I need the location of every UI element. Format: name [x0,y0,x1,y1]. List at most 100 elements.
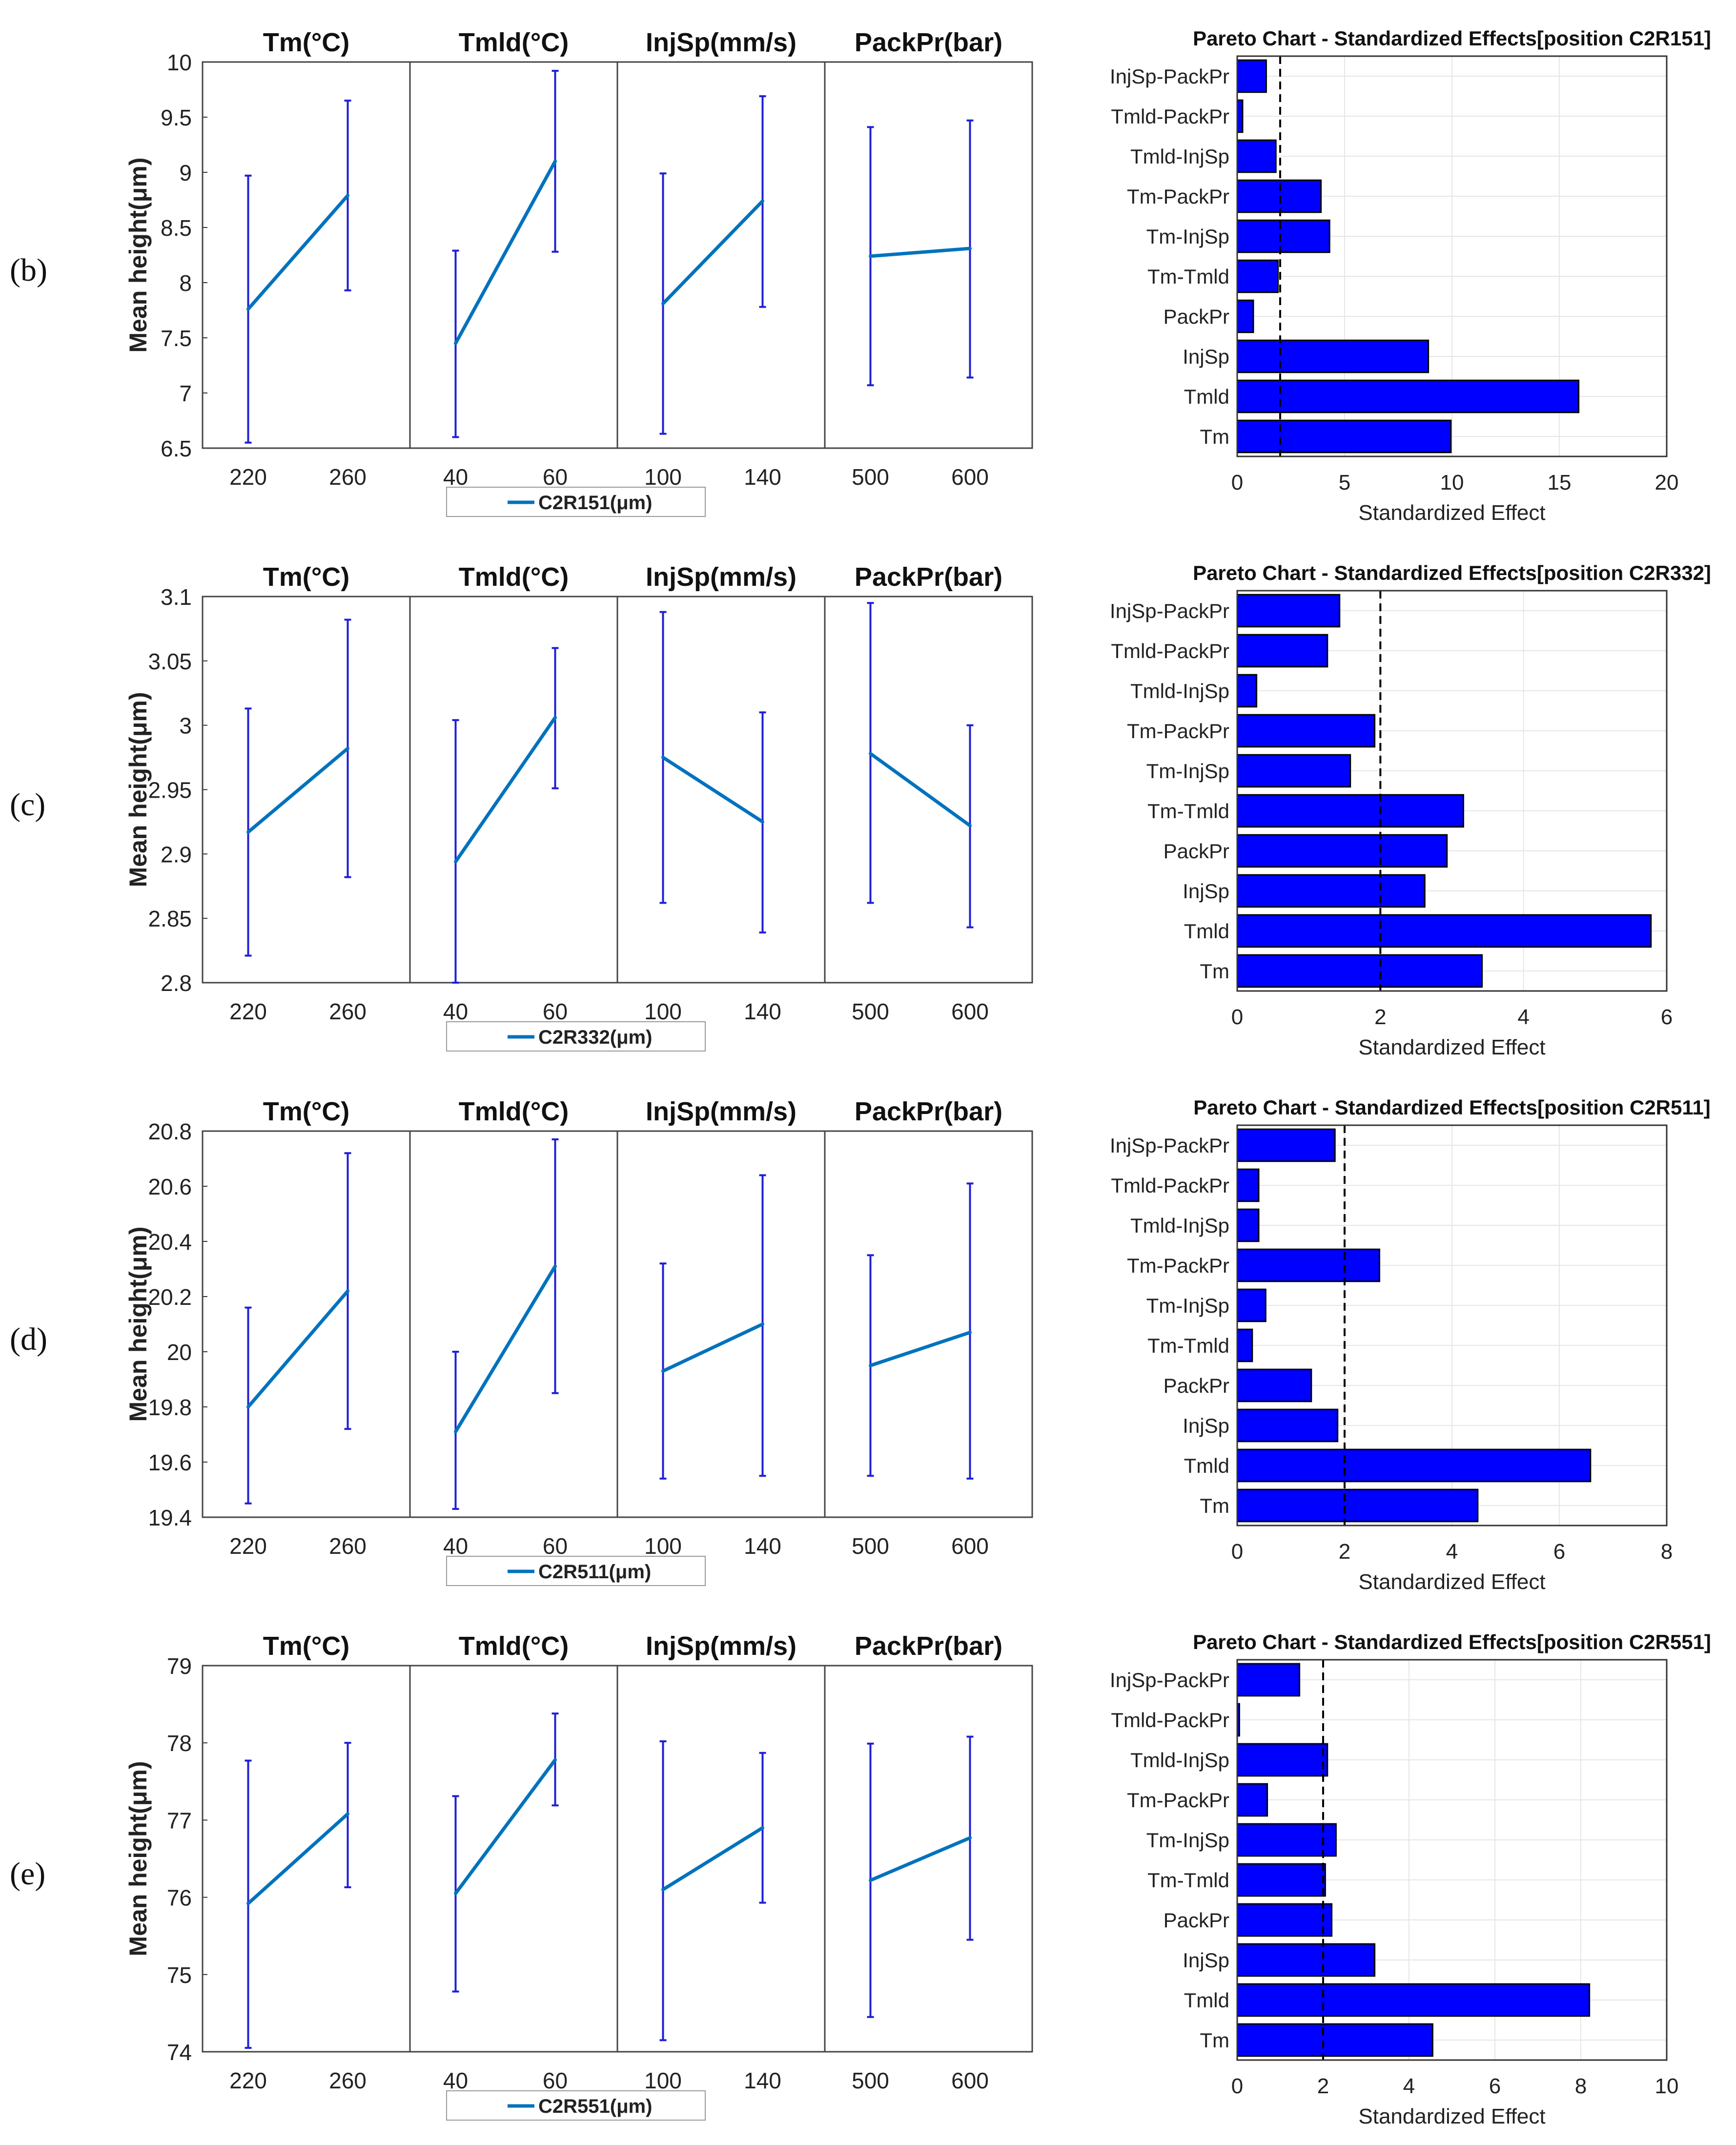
y-tick-label: 19.4 [148,1505,192,1530]
pareto-bar [1236,1823,1337,1857]
category-label: PackPr [1164,840,1229,863]
y-tick-label: 2.95 [148,778,192,803]
y-tick-label: 20.2 [148,1284,192,1310]
factor-title: InjSp(mm/s) [646,1631,797,1661]
category-label: Tmld-InjSp [1130,1749,1229,1772]
legend-box [446,1021,706,1052]
category-label: Tmld-PackPr [1111,1709,1229,1732]
factor-title: Tm(°C) [263,562,350,592]
factor-title: InjSp(mm/s) [646,562,797,592]
x-tick-label: 40 [443,464,468,490]
category-label: Tm-PackPr [1127,720,1229,742]
pareto-bar [1236,179,1322,213]
y-tick-label: 9.5 [161,105,192,130]
y-tick-label: 8.5 [161,215,192,241]
pareto-bar [1236,1783,1268,1817]
row-label: (b) [10,252,47,288]
mean-effect-line [454,1758,557,1896]
x-tick-label: 6 [1489,2074,1501,2098]
mean-effect-line [661,1322,764,1373]
y-tick-label: 7.5 [161,326,192,351]
x-tick-label: 8 [1661,1540,1673,1564]
category-label: Tm [1200,960,1229,983]
pareto-frame [1236,590,1668,992]
pareto-bar [1236,419,1452,454]
pareto-bar [1236,2023,1433,2057]
x-tick-label: 500 [852,1533,889,1559]
factor-title: PackPr(bar) [855,562,1002,592]
legend: C2R551(μm) [446,2090,706,2121]
factor-title: Tm(°C) [263,28,350,57]
mean-effect-line [661,1826,764,1892]
y-tick-label: 2.85 [148,906,192,931]
figure-row: (e) Mean height(μm) 74 75 76 77 78 79 Tm(°C) 220 2… [10,1630,1711,2128]
x-tick-label: 4 [1446,1540,1458,1564]
y-tick-label: 74 [167,2040,192,2065]
x-tick-label: 60 [543,999,568,1024]
pareto-title: Pareto Chart - Standardized Effects[posi… [1193,1096,1711,1119]
pareto-bar [1236,834,1448,868]
y-tick-label: 20.8 [148,1119,192,1144]
x-tick-label: 4 [1517,1005,1529,1029]
y-axis-label: Mean height(μm) [124,1226,152,1422]
pareto-bar [1236,874,1426,908]
main-effects-subplot: PackPr(bar) 500 600 [824,562,1033,1024]
category-label: InjSp [1183,345,1229,368]
mean-effect-line [661,199,764,306]
y-tick-label: 78 [167,1731,192,1756]
x-tick-label: 140 [744,2068,781,2093]
pareto-bar [1236,1368,1312,1402]
y-tick-label: 20 [167,1340,192,1365]
mean-effect-line [869,1330,972,1367]
legend-box [446,2090,706,2121]
category-label: InjSp-PackPr [1110,65,1229,88]
pareto-chart: Pareto Chart - Standardized Effects[posi… [1110,1096,1711,1594]
y-tick-label: 10 [167,50,192,75]
category-label: Tm-Tmld [1147,800,1229,823]
x-tick-label: 140 [744,464,781,490]
y-tick-label: 2.8 [161,970,192,996]
category-label: Tm-PackPr [1127,1789,1229,1812]
main-effects-subplot: Tmld(°C) 40 60 [409,562,618,1024]
legend: C2R332(μm) [446,1021,706,1052]
x-tick-label: 0 [1231,1005,1243,1029]
y-tick-label: 2.9 [161,842,192,867]
pareto-bar [1236,1168,1260,1202]
x-tick-label: 2 [1317,2074,1329,2098]
pareto-bar [1236,1863,1326,1897]
pareto-chart: Pareto Chart - Standardized Effects[posi… [1110,1630,1711,2128]
pareto-bar [1236,1128,1336,1162]
category-label: Tm [1200,1494,1229,1517]
y-tick-label: 19.8 [148,1395,192,1420]
legend-box [446,487,706,517]
category-label: Tm-InjSp [1146,1294,1229,1317]
legend-label: C2R511(μm) [538,1561,651,1583]
y-axis-label: Mean height(μm) [124,157,152,352]
legend-label: C2R551(μm) [538,2096,652,2117]
factor-title: PackPr(bar) [855,1097,1002,1126]
main-effects-subplot: PackPr(bar) 500 600 [824,1631,1033,2093]
row-label: (e) [10,1856,45,1892]
factor-title: Tmld(°C) [459,562,569,592]
x-tick-label: 140 [744,999,781,1024]
pareto-bar [1236,1743,1328,1777]
category-label: Tmld-InjSp [1130,1214,1229,1237]
x-tick-label: 8 [1575,2074,1587,2098]
main-effects-subplot: InjSp(mm/s) 100 140 [616,28,826,490]
mean-effect-line [661,756,764,824]
pareto-bar [1236,379,1580,413]
pareto-frame [1236,1124,1668,1526]
mean-effect-line [869,247,972,258]
x-tick-label: 6 [1661,1005,1673,1029]
x-tick-label: 260 [329,999,367,1024]
x-tick-label: 260 [329,1533,367,1559]
main-effects-subplot: InjSp(mm/s) 100 140 [616,1631,826,2093]
mean-effect-line [246,1289,349,1409]
factor-title: PackPr(bar) [855,1631,1002,1661]
x-tick-label: 600 [951,1533,989,1559]
category-label: Tm-Tmld [1147,1334,1229,1357]
x-tick-label: 5 [1339,471,1350,495]
pareto-bar [1236,1328,1253,1362]
pareto-bar [1236,339,1430,373]
y-axis-label: Mean height(μm) [124,1761,152,1956]
